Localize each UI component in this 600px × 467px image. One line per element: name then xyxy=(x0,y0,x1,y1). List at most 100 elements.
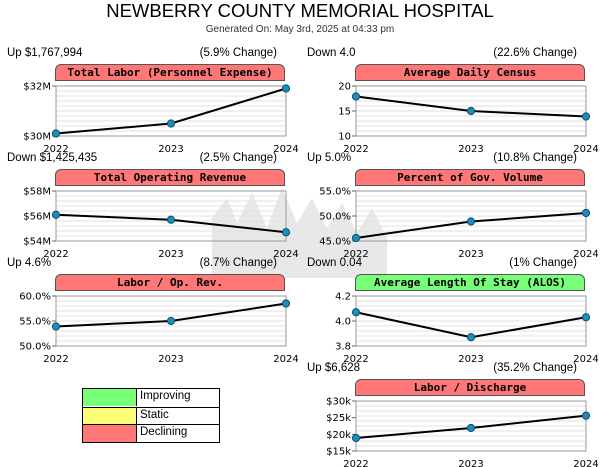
legend-swatch xyxy=(83,425,137,442)
plot-frame xyxy=(55,85,287,137)
chart-title-box: Percent of Gov. Volume xyxy=(355,169,585,186)
change-text: (1% Change) xyxy=(509,257,577,269)
summary-text: Up 4.6% xyxy=(7,257,52,269)
data-point xyxy=(581,313,591,322)
x-tick-label: 2023 xyxy=(158,354,183,365)
y-tick-label: 15 xyxy=(338,107,351,118)
legend-label: Improving xyxy=(140,390,191,402)
chart-title-box: Average Length Of Stay (ALOS) xyxy=(355,274,585,291)
line-chart: 45.0% 50.0% 55.0% 2022 2023 2024 xyxy=(319,187,599,261)
data-point xyxy=(51,322,61,331)
x-tick-label: 2022 xyxy=(343,459,368,467)
x-tick-label: 2023 xyxy=(458,459,483,467)
y-tick-label: 55.0% xyxy=(319,187,351,198)
line-chart: 10 15 20 2022 2023 2024 xyxy=(338,82,598,156)
x-tick-label: 2022 xyxy=(343,144,368,155)
change-text: (22.6% Change) xyxy=(493,47,577,59)
y-tick-label: $32M xyxy=(23,82,51,93)
y-tick-label: 4.2 xyxy=(335,292,351,303)
y-tick-label: 45.0% xyxy=(319,237,351,248)
panel-average-length-of-stay: Down 0.04 (1% Change) Average Length Of … xyxy=(300,257,599,365)
line-chart: $15k $20k $25k $30k 2022 2023 2024 xyxy=(326,397,599,467)
data-point xyxy=(281,228,291,237)
summary-text: Down 4.0 xyxy=(307,47,356,59)
panel-average-daily-census: Down 4.0 (22.6% Change) Average Daily Ce… xyxy=(300,47,599,156)
chart-title-box: Total Operating Revenue xyxy=(55,169,285,186)
chart-title-box: Labor / Op. Rev. xyxy=(55,274,285,291)
x-tick-label: 2024 xyxy=(573,249,598,260)
y-tick-label: 4.0 xyxy=(335,317,351,328)
legend-label: Declining xyxy=(140,426,188,438)
panel-total-labor: Up $1,767,994 (5.9% Change) Total Labor … xyxy=(0,47,299,156)
x-tick-label: 2022 xyxy=(43,249,68,260)
data-point xyxy=(51,129,61,138)
panel-labor-op-rev: Up 4.6% (8.7% Change) Labor / Op. Rev. 5… xyxy=(0,257,299,366)
change-text: (35.2% Change) xyxy=(493,362,577,374)
plot-frame xyxy=(355,400,587,452)
summary-text: Up 5.0% xyxy=(307,152,352,164)
change-text: (2.5% Change) xyxy=(199,152,277,164)
data-point xyxy=(51,210,61,219)
y-tick-label: $54M xyxy=(23,237,51,248)
x-tick-label: 2023 xyxy=(158,144,183,155)
y-tick-label: 60.0% xyxy=(19,292,51,303)
legend-swatch xyxy=(83,389,137,406)
line-chart: $54M $56M $58M 2022 2023 2024 xyxy=(23,187,298,261)
panel-labor-per-discharge: Up $6,628 (35.2% Change) Labor / Dischar… xyxy=(300,362,599,467)
y-tick-label: 20 xyxy=(338,82,351,93)
data-point xyxy=(466,217,476,226)
x-tick-label: 2023 xyxy=(458,354,483,365)
x-tick-label: 2023 xyxy=(158,249,183,260)
legend-item-declining: Declining xyxy=(83,424,219,442)
x-tick-label: 2022 xyxy=(43,354,68,365)
line-chart: $30M $32M 2022 2023 2024 xyxy=(23,82,298,156)
y-tick-label: $56M xyxy=(23,212,51,223)
data-point xyxy=(351,92,361,101)
chart-title-box: Total Labor (Personnel Expense) xyxy=(55,64,285,81)
x-tick-label: 2022 xyxy=(343,354,368,365)
x-tick-label: 2022 xyxy=(43,144,68,155)
y-tick-label: $25k xyxy=(326,413,351,424)
panel-total-operating-revenue: Down $1,425,435 (2.5% Change) Total Oper… xyxy=(0,152,299,261)
panel-percent-gov-volume: Up 5.0% (10.8% Change) Percent of Gov. V… xyxy=(300,152,599,261)
y-tick-label: 50.0% xyxy=(19,342,51,353)
x-tick-label: 2023 xyxy=(458,144,483,155)
y-tick-label: 3.8 xyxy=(335,342,351,353)
y-tick-label: 50.0% xyxy=(319,212,351,223)
generated-timestamp: Generated On: May 3rd, 2025 at 04:33 pm xyxy=(205,24,395,35)
x-tick-label: 2024 xyxy=(573,144,598,155)
x-tick-label: 2024 xyxy=(573,459,598,467)
data-point xyxy=(351,233,361,243)
y-tick-label: 10 xyxy=(338,132,351,143)
x-tick-label: 2023 xyxy=(458,249,483,260)
data-point xyxy=(166,119,176,128)
data-point xyxy=(166,316,176,326)
data-point xyxy=(466,106,476,116)
change-text: (5.9% Change) xyxy=(199,47,277,59)
y-tick-label: $15k xyxy=(326,447,351,458)
legend-item-static: Static xyxy=(83,407,219,425)
x-tick-label: 2024 xyxy=(573,354,598,365)
x-tick-label: 2024 xyxy=(273,354,298,365)
data-point xyxy=(466,333,476,342)
data-point xyxy=(351,433,361,443)
data-point xyxy=(166,215,176,224)
data-point xyxy=(581,112,591,121)
y-tick-label: $30k xyxy=(326,397,351,408)
y-tick-label: $20k xyxy=(326,430,351,441)
x-tick-label: 2024 xyxy=(273,144,298,155)
data-point xyxy=(581,411,591,420)
legend-item-improving: Improving xyxy=(83,389,219,406)
y-tick-label: $58M xyxy=(23,187,51,198)
data-point xyxy=(351,308,361,317)
chart-title-box: Labor / Discharge xyxy=(355,379,585,396)
x-tick-label: 2022 xyxy=(343,249,368,260)
summary-text: Up $1,767,994 xyxy=(7,47,83,59)
data-point xyxy=(581,208,591,218)
data-point xyxy=(281,84,291,93)
y-tick-label: $30M xyxy=(23,132,51,143)
change-text: (10.8% Change) xyxy=(493,152,577,164)
summary-text: Down 0.04 xyxy=(307,257,362,269)
page-title: NEWBERRY COUNTY MEMORIAL HOSPITAL xyxy=(106,0,494,21)
line-chart: 50.0% 55.0% 60.0% 2022 2023 2024 xyxy=(19,292,299,366)
